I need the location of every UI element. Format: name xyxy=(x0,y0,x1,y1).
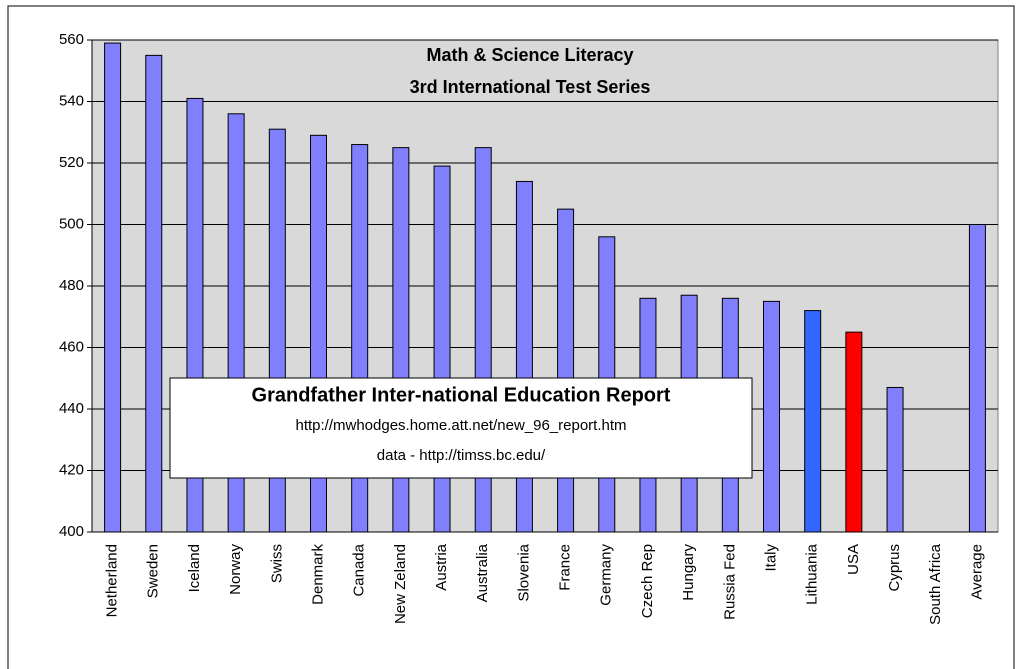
x-tick-label: Sweden xyxy=(145,544,162,598)
x-tick-label: Netherland xyxy=(104,544,121,617)
y-tick-label: 480 xyxy=(59,277,84,294)
x-tick-label: Italy xyxy=(762,544,779,572)
x-tick-label: Denmark xyxy=(309,544,326,605)
x-tick-label: Cyprus xyxy=(886,544,903,592)
x-tick-label: Canada xyxy=(351,543,368,596)
bar xyxy=(845,331,863,533)
bar xyxy=(104,42,122,533)
x-tick-label: Norway xyxy=(227,544,244,595)
annotation-line: data - http://timss.bc.edu/ xyxy=(377,447,546,464)
x-tick-label: Lithuania xyxy=(804,543,821,605)
x-tick-label: Czech Rep xyxy=(639,544,656,618)
y-tick-label: 500 xyxy=(59,215,84,232)
x-tick-label: France xyxy=(557,544,574,591)
bar xyxy=(557,208,575,533)
x-tick-label: Germany xyxy=(598,544,615,606)
x-tick-label: Slovenia xyxy=(515,543,532,601)
x-tick-label: Australia xyxy=(474,543,491,602)
x-tick-label: Swiss xyxy=(268,544,285,583)
bar xyxy=(886,386,904,533)
annotation-line: http://mwhodges.home.att.net/new_96_repo… xyxy=(295,417,626,434)
x-tick-label: Iceland xyxy=(186,544,203,592)
bar xyxy=(763,300,780,533)
bar xyxy=(515,180,533,533)
x-tick-label: Average xyxy=(968,544,985,600)
y-tick-label: 460 xyxy=(59,338,84,355)
y-tick-label: 560 xyxy=(59,31,84,48)
bar xyxy=(145,54,163,533)
x-tick-label: New Zeland xyxy=(392,544,409,624)
y-tick-label: 540 xyxy=(59,92,84,109)
y-tick-label: 520 xyxy=(59,154,84,171)
x-tick-label: South Africa xyxy=(927,543,944,625)
x-tick-label: Hungary xyxy=(680,544,697,601)
chart-title: Math & Science Literacy xyxy=(426,45,633,65)
y-tick-label: 440 xyxy=(59,400,84,417)
y-tick-label: 400 xyxy=(59,523,84,540)
bar xyxy=(968,224,986,533)
bar xyxy=(804,310,822,533)
x-tick-label: Russia Fed xyxy=(721,544,738,620)
chart-subtitle: 3rd International Test Series xyxy=(410,77,651,97)
annotation-box xyxy=(169,377,753,479)
x-tick-label: USA xyxy=(845,544,862,575)
x-tick-label: Austria xyxy=(433,543,450,590)
y-tick-label: 420 xyxy=(59,461,84,478)
annotation-title: Grandfather Inter-national Education Rep… xyxy=(252,384,671,406)
